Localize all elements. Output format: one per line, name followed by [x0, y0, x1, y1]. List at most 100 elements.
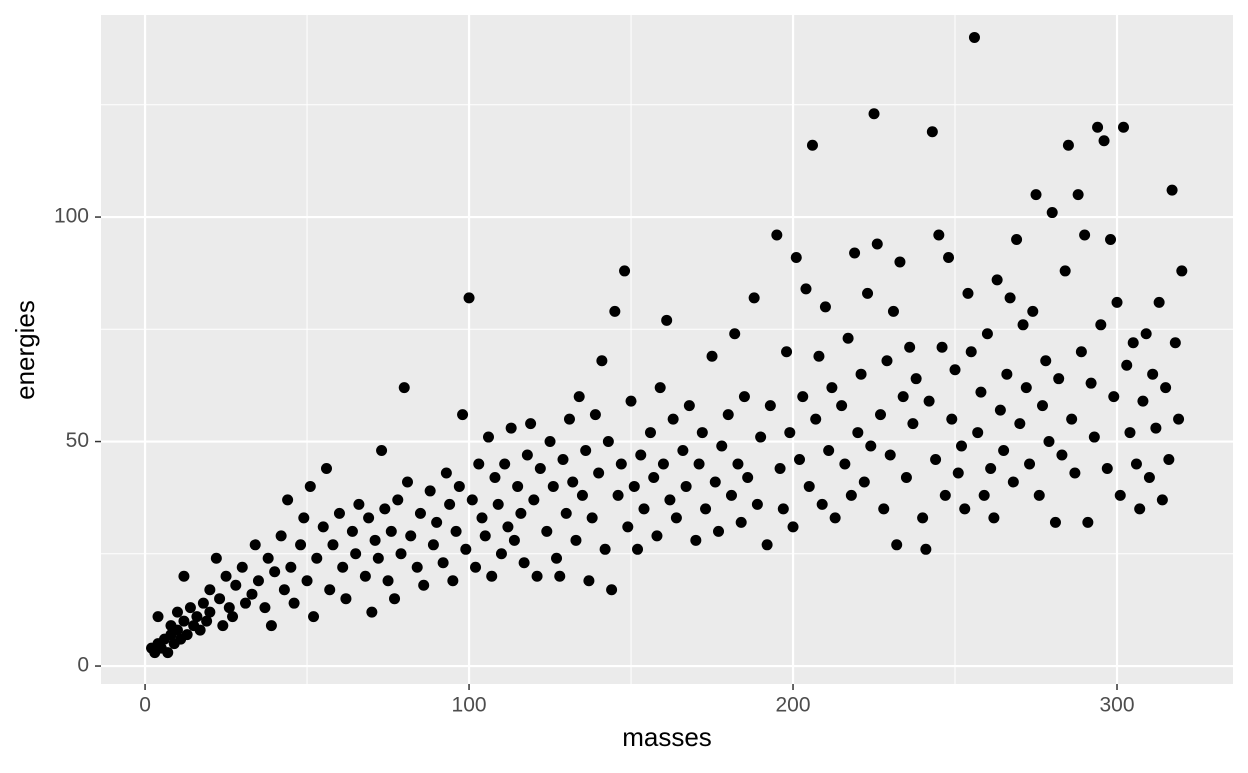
- point: [884, 449, 896, 461]
- point: [696, 427, 708, 439]
- point: [1176, 265, 1188, 277]
- point: [1007, 476, 1019, 488]
- x-tick-label: 300: [1099, 694, 1134, 717]
- point: [1066, 413, 1078, 425]
- point: [1079, 229, 1091, 241]
- point: [223, 602, 235, 614]
- point: [826, 382, 838, 394]
- point: [939, 489, 951, 501]
- point: [1130, 458, 1142, 470]
- point: [369, 534, 381, 546]
- point: [700, 503, 712, 515]
- point: [784, 427, 796, 439]
- point: [875, 409, 887, 421]
- point: [887, 305, 899, 317]
- point: [214, 593, 226, 605]
- point: [301, 575, 313, 587]
- x-tick-label: 200: [776, 694, 811, 717]
- point: [709, 476, 721, 488]
- point: [777, 503, 789, 515]
- point: [359, 570, 371, 582]
- point: [1111, 296, 1123, 308]
- point: [664, 494, 676, 506]
- point: [282, 494, 294, 506]
- point: [201, 615, 213, 627]
- point: [1085, 377, 1097, 389]
- point: [813, 350, 825, 362]
- point: [593, 467, 605, 479]
- point: [518, 557, 530, 569]
- point: [1036, 400, 1048, 412]
- point: [1124, 427, 1136, 439]
- point: [1069, 467, 1081, 479]
- point: [450, 525, 462, 537]
- point: [606, 584, 618, 596]
- point: [632, 543, 644, 555]
- panel: [101, 15, 1233, 684]
- point: [794, 454, 806, 466]
- point: [389, 593, 401, 605]
- point: [554, 570, 566, 582]
- point: [657, 458, 669, 470]
- point: [946, 413, 958, 425]
- point: [320, 462, 332, 474]
- point: [1140, 328, 1152, 340]
- point: [871, 238, 883, 250]
- x-tick-label: 100: [452, 694, 487, 717]
- point: [414, 507, 426, 519]
- point: [252, 575, 264, 587]
- point: [495, 548, 507, 560]
- point: [680, 480, 692, 492]
- point: [1147, 368, 1159, 380]
- point: [466, 494, 478, 506]
- point: [269, 566, 281, 578]
- point: [994, 404, 1006, 416]
- point: [1114, 489, 1126, 501]
- point: [401, 476, 413, 488]
- point: [278, 584, 290, 596]
- point: [1011, 233, 1023, 245]
- point: [308, 611, 320, 623]
- point: [615, 458, 627, 470]
- point: [541, 525, 553, 537]
- point: [930, 454, 942, 466]
- point: [878, 503, 890, 515]
- point: [210, 552, 222, 564]
- point: [972, 427, 984, 439]
- point: [926, 126, 938, 138]
- point: [528, 494, 540, 506]
- point: [622, 521, 634, 533]
- point: [440, 467, 452, 479]
- point: [1033, 489, 1045, 501]
- point: [152, 611, 164, 623]
- point: [713, 525, 725, 537]
- point: [865, 440, 877, 452]
- point: [729, 328, 741, 340]
- point: [304, 480, 316, 492]
- point: [628, 480, 640, 492]
- point: [453, 480, 465, 492]
- point: [580, 445, 592, 457]
- point: [346, 525, 358, 537]
- point: [427, 539, 439, 551]
- point: [787, 521, 799, 533]
- point: [1143, 471, 1155, 483]
- point: [1075, 346, 1087, 358]
- y-tick-label: 0: [77, 654, 89, 677]
- point: [1027, 305, 1039, 317]
- point: [651, 530, 663, 542]
- point: [732, 458, 744, 470]
- point: [583, 575, 595, 587]
- point: [220, 570, 232, 582]
- point: [612, 489, 624, 501]
- point: [515, 507, 527, 519]
- point: [842, 332, 854, 344]
- point: [998, 445, 1010, 457]
- point: [936, 341, 948, 353]
- point: [1156, 494, 1168, 506]
- point: [1001, 368, 1013, 380]
- point: [1121, 359, 1133, 371]
- point: [1095, 319, 1107, 331]
- point: [431, 516, 443, 528]
